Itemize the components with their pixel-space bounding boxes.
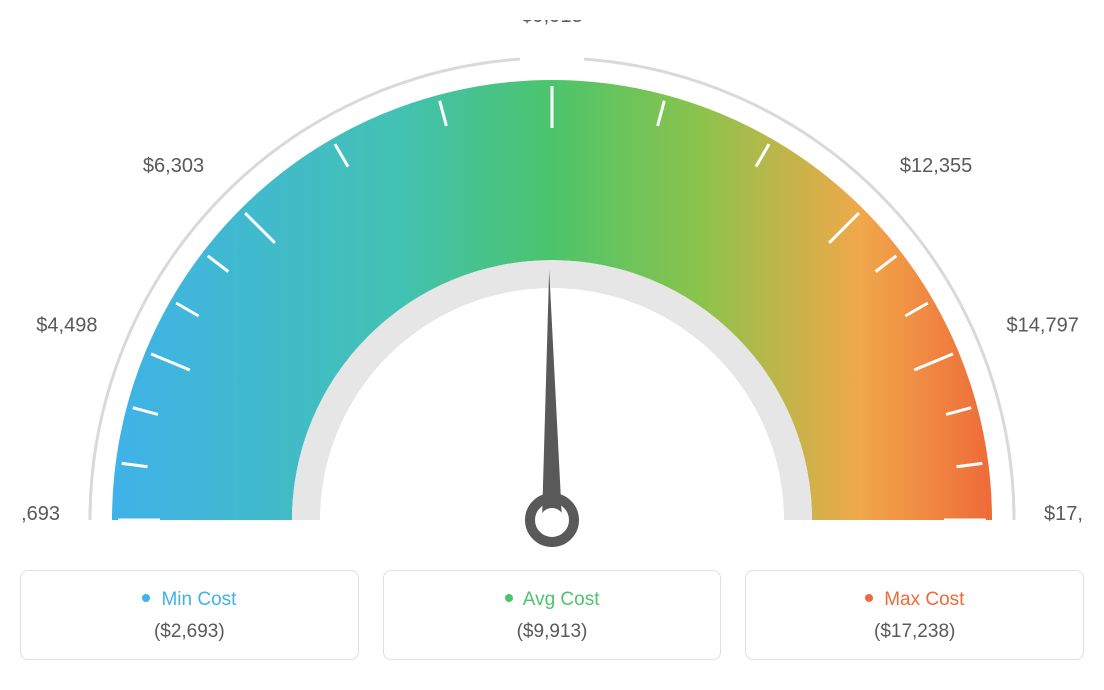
svg-text:$2,693: $2,693 — [20, 503, 60, 525]
legend-avg-label: Avg Cost — [523, 589, 600, 610]
legend-max-label-row: Max Cost — [756, 589, 1073, 611]
dot-min-icon — [142, 594, 150, 602]
gauge-svg: $2,693 $4,498 $6,303 $9,913 $12,355 $14,797 $1… — [20, 20, 1084, 560]
svg-text:$17,238: $17,238 — [1044, 503, 1084, 525]
legend-avg-value: ($9,913) — [394, 621, 711, 643]
svg-text:$4,498: $4,498 — [36, 315, 97, 337]
dot-avg-icon — [505, 594, 513, 602]
svg-text:$9,913: $9,913 — [521, 20, 582, 27]
legend-card-min: Min Cost ($2,693) — [20, 570, 359, 660]
legend-min-value: ($2,693) — [31, 621, 348, 643]
svg-text:$12,355: $12,355 — [900, 155, 972, 177]
legend-min-label-row: Min Cost — [31, 589, 348, 611]
cost-gauge: $2,693 $4,498 $6,303 $9,913 $12,355 $14,797 $1… — [20, 20, 1084, 560]
svg-text:$6,303: $6,303 — [143, 155, 204, 177]
legend-max-label: Max Cost — [884, 589, 964, 610]
legend-card-max: Max Cost ($17,238) — [745, 570, 1084, 660]
legend-avg-label-row: Avg Cost — [394, 589, 711, 611]
legend-min-label: Min Cost — [161, 589, 236, 610]
dot-max-icon — [865, 594, 873, 602]
svg-text:$14,797: $14,797 — [1007, 315, 1079, 337]
legend-row: Min Cost ($2,693) Avg Cost ($9,913) Max … — [20, 570, 1084, 660]
legend-max-value: ($17,238) — [756, 621, 1073, 643]
legend-card-avg: Avg Cost ($9,913) — [383, 570, 722, 660]
